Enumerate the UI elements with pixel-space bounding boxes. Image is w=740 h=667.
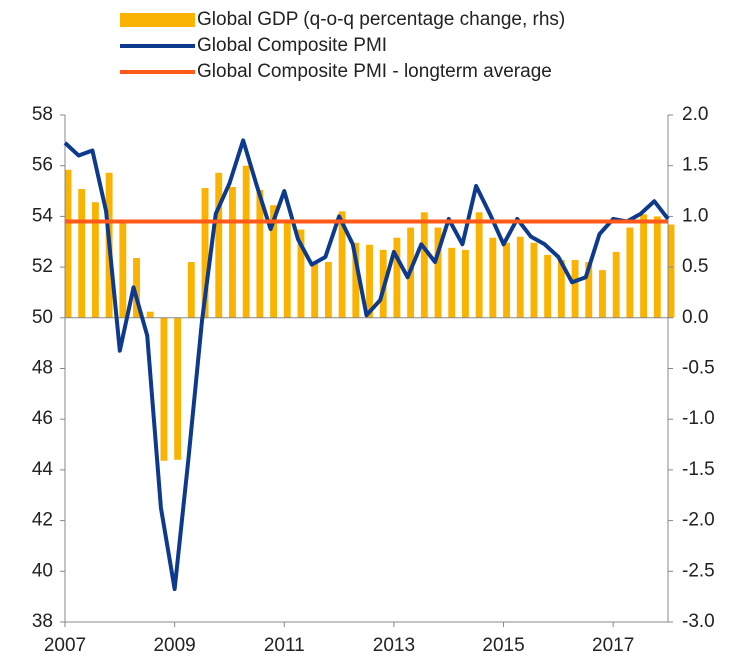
y2-tick-label: -0.5	[682, 358, 715, 379]
y2-tick-label: 1.5	[682, 155, 708, 176]
y-tick-label: 44	[32, 459, 54, 480]
pmi-line	[63, 138, 670, 592]
bar	[653, 216, 661, 318]
bar	[462, 249, 469, 318]
y-tick-label: 52	[32, 256, 53, 277]
bar	[557, 260, 565, 318]
bar	[393, 237, 401, 318]
legend-label: Global Composite PMI - longterm average	[197, 61, 552, 82]
bar	[489, 237, 497, 318]
y-tick-label: 50	[32, 307, 53, 328]
bar	[420, 212, 428, 318]
x-tick-label: 2007	[44, 635, 86, 656]
bar	[119, 221, 127, 318]
bar	[311, 263, 319, 318]
y-tick-label: 42	[32, 510, 53, 531]
y-tick-label: 38	[32, 611, 53, 632]
bar	[530, 242, 538, 318]
bar	[503, 242, 510, 318]
bar	[64, 169, 72, 318]
y2-tick-label: 1.0	[682, 205, 708, 226]
bar	[640, 214, 648, 318]
bar	[585, 262, 593, 318]
bar	[667, 224, 675, 318]
bar	[201, 188, 209, 318]
y-tick-label: 46	[32, 408, 53, 429]
bar	[599, 270, 606, 318]
y2-tick-label: 2.0	[682, 104, 708, 125]
bar	[338, 211, 346, 318]
y2-tick-label: -1.0	[682, 408, 715, 429]
bar	[324, 262, 332, 318]
y2-tick-label: -1.5	[682, 459, 715, 480]
bar	[146, 311, 154, 318]
bar	[187, 262, 195, 318]
x-tick-label: 2017	[592, 635, 634, 656]
legend-label: Global Composite PMI	[197, 35, 387, 56]
legend-swatch	[120, 13, 195, 27]
bar	[297, 229, 305, 318]
y2-tick-label: -2.5	[682, 560, 715, 581]
x-tick-label: 2015	[482, 635, 524, 656]
bar	[352, 242, 360, 318]
bar	[160, 317, 168, 461]
bar	[612, 251, 620, 318]
bar	[229, 186, 236, 318]
y-tick-label: 40	[32, 560, 53, 581]
x-tick-label: 2009	[153, 635, 195, 656]
bar	[133, 257, 140, 318]
y-tick-label: 54	[32, 205, 54, 226]
bar	[626, 227, 634, 318]
bar	[215, 172, 223, 318]
bar	[434, 227, 442, 318]
y2-tick-label: 0.5	[682, 256, 708, 277]
x-tick-label: 2013	[373, 635, 415, 656]
bar	[448, 247, 456, 318]
bar	[544, 254, 552, 318]
y2-tick-label: -2.0	[682, 510, 715, 531]
bar	[475, 212, 483, 318]
y2-tick-label: 0.0	[682, 307, 708, 328]
bar	[571, 260, 579, 318]
y2-tick-label: -3.0	[682, 611, 715, 632]
legend-label: Global GDP (q-o-q percentage change, rhs…	[197, 9, 565, 30]
y-tick-label: 58	[32, 104, 53, 125]
y-tick-label: 56	[32, 155, 53, 176]
bar	[242, 165, 250, 318]
bar	[366, 244, 373, 318]
bar	[283, 219, 291, 318]
bar	[516, 236, 524, 318]
y-tick-label: 48	[32, 358, 53, 379]
x-tick-label: 2011	[264, 635, 305, 656]
bar	[256, 190, 264, 318]
bar	[270, 205, 277, 318]
bar	[78, 189, 86, 318]
bar	[91, 202, 99, 318]
bar	[174, 317, 182, 460]
